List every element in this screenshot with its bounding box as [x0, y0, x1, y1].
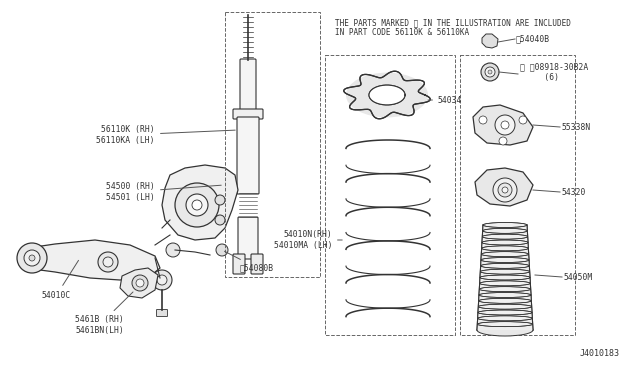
Circle shape [493, 178, 517, 202]
Circle shape [186, 194, 208, 216]
Circle shape [103, 257, 113, 267]
FancyBboxPatch shape [157, 310, 168, 317]
Ellipse shape [483, 228, 527, 233]
Ellipse shape [479, 298, 531, 303]
Circle shape [136, 279, 144, 287]
Circle shape [24, 250, 40, 266]
Ellipse shape [479, 281, 531, 286]
Circle shape [152, 270, 172, 290]
Ellipse shape [478, 304, 532, 309]
Ellipse shape [477, 324, 533, 336]
Circle shape [481, 63, 499, 81]
Text: 54050M: 54050M [564, 273, 593, 282]
Ellipse shape [481, 257, 529, 263]
Ellipse shape [481, 263, 529, 268]
Polygon shape [473, 105, 533, 145]
Circle shape [192, 200, 202, 210]
Ellipse shape [369, 85, 405, 105]
Text: ※54040B: ※54040B [516, 35, 550, 44]
Text: 5461B (RH)
5461BN(LH): 5461B (RH) 5461BN(LH) [75, 292, 133, 335]
Text: 55338N: 55338N [562, 122, 591, 131]
Text: THE PARTS MARKED ※ IN THE ILLUSTRATION ARE INCLUDED: THE PARTS MARKED ※ IN THE ILLUSTRATION A… [335, 18, 571, 27]
Text: 54500 (RH)
54501 (LH): 54500 (RH) 54501 (LH) [106, 182, 221, 202]
Circle shape [498, 183, 512, 197]
FancyBboxPatch shape [251, 254, 263, 274]
Text: ※54080B: ※54080B [225, 251, 274, 273]
FancyBboxPatch shape [240, 59, 256, 116]
Circle shape [501, 121, 509, 129]
Polygon shape [475, 168, 533, 206]
Circle shape [479, 116, 487, 124]
Circle shape [519, 116, 527, 124]
Text: 54034: 54034 [428, 96, 462, 105]
FancyBboxPatch shape [233, 254, 245, 274]
Circle shape [215, 195, 225, 205]
Circle shape [495, 115, 515, 135]
FancyBboxPatch shape [238, 217, 258, 259]
Circle shape [166, 243, 180, 257]
Ellipse shape [482, 240, 528, 245]
Ellipse shape [479, 292, 531, 298]
Ellipse shape [477, 316, 532, 321]
Circle shape [499, 137, 507, 145]
Polygon shape [162, 165, 238, 240]
Polygon shape [120, 268, 158, 298]
Circle shape [29, 255, 35, 261]
Circle shape [17, 243, 47, 273]
Polygon shape [482, 34, 498, 48]
Circle shape [216, 244, 228, 256]
Ellipse shape [477, 322, 532, 327]
Ellipse shape [481, 269, 530, 274]
Ellipse shape [478, 310, 532, 315]
Text: 56110K (RH)
56110KA (LH): 56110K (RH) 56110KA (LH) [97, 125, 236, 145]
Ellipse shape [481, 252, 529, 257]
Circle shape [485, 67, 495, 77]
Ellipse shape [480, 275, 530, 280]
Polygon shape [477, 225, 533, 330]
FancyBboxPatch shape [233, 109, 263, 119]
Circle shape [175, 183, 219, 227]
Circle shape [488, 70, 492, 74]
Ellipse shape [483, 234, 527, 239]
Ellipse shape [482, 246, 529, 251]
Circle shape [157, 275, 167, 285]
Text: IN PART CODE 56110K & 56110KA: IN PART CODE 56110K & 56110KA [335, 28, 469, 37]
Circle shape [215, 215, 225, 225]
Circle shape [502, 187, 508, 193]
Text: 54010N(RH)
54010MA (LH): 54010N(RH) 54010MA (LH) [273, 230, 342, 250]
Text: 54010C: 54010C [42, 260, 79, 299]
Circle shape [98, 252, 118, 272]
Text: ※ ⓝ08918-30B2A
     (6): ※ ⓝ08918-30B2A (6) [520, 62, 588, 82]
Ellipse shape [483, 222, 527, 228]
FancyBboxPatch shape [237, 117, 259, 194]
Polygon shape [18, 240, 160, 280]
Text: 54320: 54320 [562, 187, 586, 196]
Text: J4010183: J4010183 [580, 349, 620, 358]
Ellipse shape [479, 287, 531, 292]
Ellipse shape [346, 73, 428, 118]
Circle shape [132, 275, 148, 291]
